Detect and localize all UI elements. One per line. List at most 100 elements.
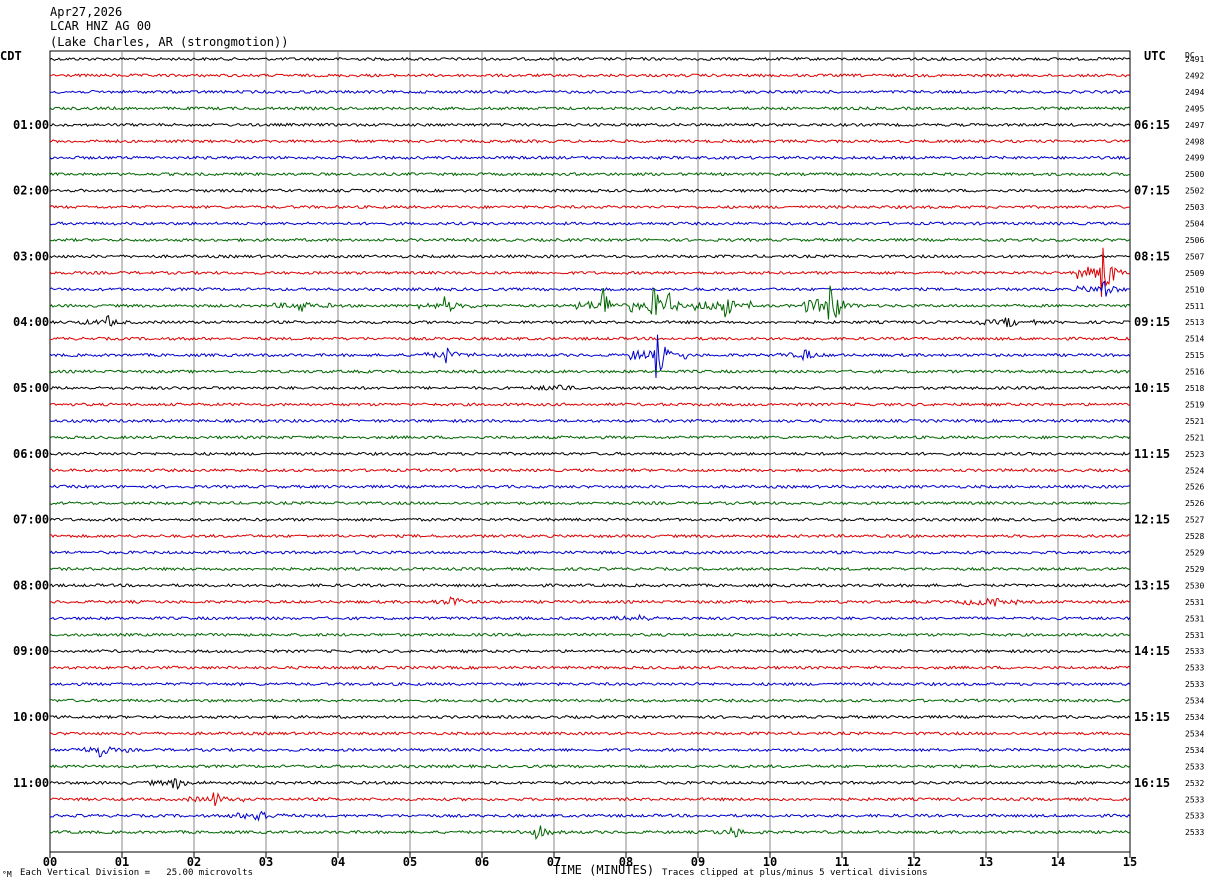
right-hour-label: 06:15 <box>1134 118 1170 132</box>
right-hour-label: 15:15 <box>1134 710 1170 724</box>
dc-offset-label: 2509 <box>1185 269 1204 278</box>
x-tick-label: 08 <box>619 855 633 869</box>
trace-line <box>49 566 1131 572</box>
left-hour-label: 01:00 <box>13 118 49 132</box>
dc-offset-label: 2500 <box>1185 170 1204 179</box>
dc-offset-label: 2534 <box>1185 746 1204 755</box>
dc-offset-label: 2518 <box>1185 384 1204 393</box>
left-hour-label: 07:00 <box>13 513 49 527</box>
trace-line <box>49 285 1131 320</box>
dc-offset-label: 2530 <box>1185 581 1204 590</box>
dc-offset-header: DC <box>1185 51 1195 60</box>
left-hour-label: 09:00 <box>13 644 49 658</box>
x-tick-label: 15 <box>1123 855 1137 869</box>
trace-line <box>49 369 1131 374</box>
trace-line <box>49 810 1131 822</box>
clip-note: Traces clipped at plus/minus 5 vertical … <box>662 868 928 878</box>
dc-offset-label: 2533 <box>1185 795 1204 804</box>
station-code: LCAR HNZ AG 00 <box>50 19 152 33</box>
trace-line <box>49 247 1131 297</box>
trace-line <box>49 533 1131 539</box>
dc-offset-label: 2507 <box>1185 252 1204 261</box>
dc-offset-label: 2531 <box>1185 631 1204 640</box>
left-hour-label: 06:00 <box>13 447 49 461</box>
dc-offset-label: 2533 <box>1185 812 1204 821</box>
trace-line <box>49 336 1131 341</box>
x-tick-label: 12 <box>907 855 921 869</box>
trace-line <box>49 731 1131 736</box>
right-hour-label: 08:15 <box>1134 249 1170 263</box>
trace-line <box>49 314 1131 328</box>
trace-line <box>49 254 1131 259</box>
dc-offset-label: 2492 <box>1185 71 1204 80</box>
trace-line <box>49 435 1131 440</box>
dc-offset-label: 2529 <box>1185 549 1204 558</box>
trace-line <box>49 188 1131 193</box>
trace-line <box>49 106 1131 111</box>
trace-line <box>49 665 1131 670</box>
dc-offset-label: 2534 <box>1185 697 1204 706</box>
trace-line <box>49 237 1131 243</box>
dc-offset-label: 2494 <box>1185 88 1204 97</box>
x-axis: 00 01 02 03 04 05 06 07 08 09 10 11 12 13 14 15 <box>43 852 1137 869</box>
trace-line <box>49 334 1131 379</box>
x-tick-label: 04 <box>331 855 345 869</box>
trace-line <box>49 778 1131 790</box>
plot-date: Apr27,2026 <box>50 5 123 19</box>
trace-line <box>49 484 1131 489</box>
trace-line <box>49 500 1131 506</box>
left-hour-label: 03:00 <box>13 249 49 263</box>
dc-offset-label: 2506 <box>1185 236 1204 245</box>
trace-line <box>49 204 1131 210</box>
trace-line <box>49 451 1131 456</box>
right-hour-label: 12:15 <box>1134 513 1170 527</box>
trace-line <box>49 155 1131 161</box>
dc-offset-label: 2533 <box>1185 762 1204 771</box>
trace-line <box>49 384 1131 391</box>
right-hour-label: 07:15 <box>1134 184 1170 198</box>
dc-offset-label: 2497 <box>1185 121 1204 130</box>
trace-line <box>49 73 1131 78</box>
right-hour-label: 11:15 <box>1134 447 1170 461</box>
trace-line <box>49 139 1131 144</box>
dc-offset-label: 2528 <box>1185 532 1204 541</box>
dc-offset-label: 2504 <box>1185 220 1204 229</box>
dc-offset-label: 2533 <box>1185 680 1204 689</box>
dc-offset-label: 2529 <box>1185 565 1204 574</box>
dc-offset-label: 2491 <box>1185 55 1204 64</box>
left-hour-label: 08:00 <box>13 578 49 592</box>
dc-offset-label: 2534 <box>1185 729 1204 738</box>
dc-offset-label: 2495 <box>1185 104 1204 113</box>
dc-offset-label: 2526 <box>1185 499 1204 508</box>
left-hour-label: 02:00 <box>13 184 49 198</box>
dc-offset-label: 2532 <box>1185 779 1204 788</box>
dc-offset-label: 2521 <box>1185 433 1204 442</box>
minute-gridlines <box>49 50 1131 853</box>
x-tick-label: 03 <box>259 855 273 869</box>
hour-labels: 01:00 02:00 03:00 04:00 05:00 06:00 07:00 08:00… <box>13 55 1204 837</box>
right-hour-label: 16:15 <box>1134 776 1170 790</box>
right-timezone-label: UTC <box>1144 49 1166 63</box>
dc-offset-label: 2510 <box>1185 285 1204 294</box>
x-tick-label: 11 <box>835 855 849 869</box>
trace-line <box>49 613 1131 622</box>
dc-offset-label: 2526 <box>1185 483 1204 492</box>
dc-offset-label: 2533 <box>1185 664 1204 673</box>
trace-line <box>49 221 1131 226</box>
dc-offset-label: 2531 <box>1185 614 1204 623</box>
trace-line <box>49 89 1131 95</box>
trace-line <box>49 56 1131 62</box>
trace-line <box>49 402 1131 407</box>
trace-line <box>49 764 1131 769</box>
x-axis-title: TIME (MINUTES) <box>553 863 655 877</box>
x-tick-label: 00 <box>43 855 57 869</box>
dc-offset-label: 2533 <box>1185 828 1204 837</box>
right-hour-label: 14:15 <box>1134 644 1170 658</box>
x-tick-label: 05 <box>403 855 417 869</box>
dc-offset-label: 2531 <box>1185 598 1204 607</box>
x-tick-label: 09 <box>691 855 705 869</box>
trace-line <box>49 467 1131 473</box>
x-tick-label: 10 <box>763 855 777 869</box>
right-hour-label: 09:15 <box>1134 315 1170 329</box>
dc-offset-label: 2519 <box>1185 400 1204 409</box>
